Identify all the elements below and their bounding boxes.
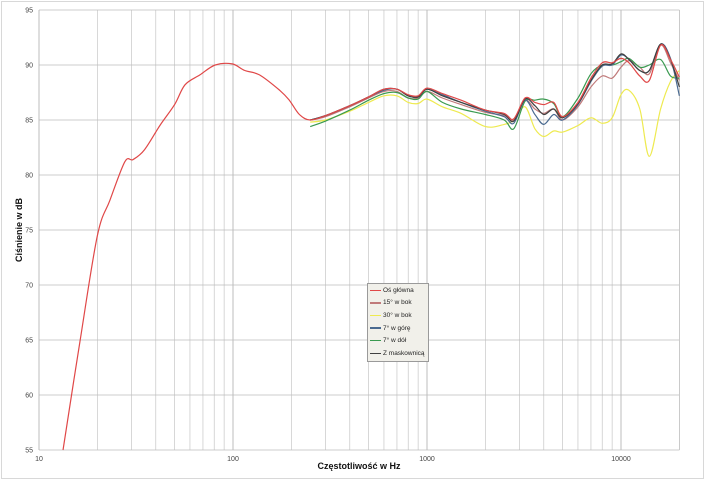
series-line-0	[62, 43, 680, 451]
y-tick-label: 75	[25, 228, 33, 235]
series-lines	[62, 43, 680, 451]
legend-label: Z maskownicą	[383, 349, 425, 357]
grid	[38, 9, 680, 451]
legend-label: 7° w górę	[383, 324, 411, 332]
legend: Oś główna 15° w bok 30° w bok 7° w górę 7° w…	[367, 283, 429, 362]
x-tick-label: 1000	[419, 456, 435, 463]
legend-item: 7° w górę	[368, 322, 428, 335]
legend-swatch	[370, 339, 381, 342]
legend-label: 30° w bok	[383, 311, 412, 319]
y-tick-label: 85	[25, 118, 33, 125]
y-tick-label: 90	[25, 63, 33, 70]
legend-label: 15° w bok	[383, 299, 412, 307]
legend-swatch	[370, 314, 381, 317]
series-line-4	[310, 57, 680, 131]
y-tick-label: 80	[25, 173, 33, 180]
y-tick-label: 60	[25, 393, 33, 400]
legend-item: 7° w dół	[368, 334, 428, 347]
y-tick-label: 95	[25, 8, 33, 15]
series-line-1	[310, 44, 680, 122]
legend-item: 15° w bok	[368, 297, 428, 310]
x-tick-label: 10000	[611, 456, 631, 463]
y-tick-label: 65	[25, 338, 33, 345]
legend-swatch	[370, 327, 381, 329]
series-line-2	[310, 70, 680, 157]
legend-swatch	[370, 302, 381, 304]
tick-labels: 55 60 65 70 75 80 85 90 95 10 100 1000 10000	[25, 8, 631, 464]
legend-swatch	[370, 352, 381, 355]
x-tick-label: 10	[35, 456, 43, 463]
legend-item: Oś główna	[368, 284, 428, 297]
legend-label: Oś główna	[383, 286, 414, 294]
legend-item: Z maskownicą	[368, 347, 428, 360]
x-axis-title: Częstotliwość w Hz	[317, 461, 401, 471]
y-tick-label: 70	[25, 283, 33, 290]
y-axis-title: Ciśnienie w dB	[14, 197, 24, 262]
x-tick-label: 100	[227, 456, 239, 463]
legend-swatch	[370, 289, 381, 292]
y-tick-label: 55	[25, 448, 33, 455]
legend-label: 7° w dół	[383, 337, 407, 345]
series-line-5	[310, 43, 680, 123]
legend-item: 30° w bok	[368, 309, 428, 322]
